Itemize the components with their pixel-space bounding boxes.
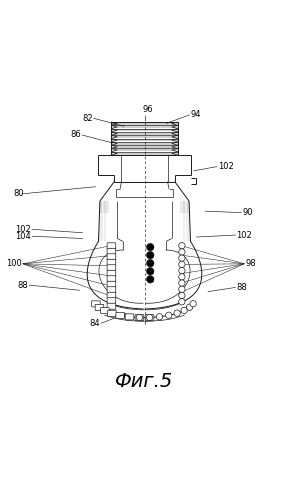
Circle shape (136, 314, 142, 320)
Text: 96: 96 (142, 105, 153, 114)
FancyBboxPatch shape (92, 301, 100, 307)
Circle shape (174, 310, 180, 316)
FancyBboxPatch shape (107, 260, 116, 266)
Circle shape (179, 261, 185, 268)
Circle shape (179, 255, 185, 262)
Circle shape (147, 260, 154, 267)
Text: 86: 86 (71, 130, 81, 140)
Circle shape (190, 300, 196, 307)
Circle shape (147, 252, 154, 259)
Text: 102: 102 (236, 230, 252, 239)
Text: 80: 80 (14, 190, 24, 198)
FancyBboxPatch shape (107, 243, 116, 249)
Text: 98: 98 (245, 260, 256, 268)
Circle shape (179, 249, 185, 255)
FancyBboxPatch shape (107, 303, 116, 309)
Circle shape (156, 314, 163, 320)
Circle shape (179, 298, 185, 305)
Text: 100: 100 (7, 260, 22, 268)
FancyBboxPatch shape (107, 254, 116, 260)
FancyBboxPatch shape (107, 292, 116, 298)
FancyBboxPatch shape (145, 314, 154, 320)
FancyBboxPatch shape (107, 265, 116, 271)
FancyBboxPatch shape (107, 276, 116, 282)
Circle shape (186, 304, 193, 310)
FancyBboxPatch shape (107, 298, 116, 304)
Circle shape (147, 244, 154, 251)
Text: Фиг.5: Фиг.5 (115, 372, 174, 391)
Text: 104: 104 (15, 232, 31, 240)
FancyBboxPatch shape (107, 248, 116, 254)
Text: 102: 102 (15, 225, 31, 234)
Circle shape (166, 312, 172, 318)
Text: 102: 102 (218, 162, 234, 171)
FancyBboxPatch shape (101, 308, 109, 314)
Circle shape (147, 276, 154, 283)
Circle shape (179, 280, 185, 286)
Text: 90: 90 (242, 208, 253, 217)
Circle shape (179, 242, 185, 249)
FancyBboxPatch shape (135, 314, 144, 320)
FancyBboxPatch shape (107, 281, 116, 287)
Text: 84: 84 (89, 319, 100, 328)
Text: 94: 94 (190, 110, 201, 120)
FancyBboxPatch shape (95, 304, 104, 310)
FancyBboxPatch shape (107, 270, 116, 276)
FancyBboxPatch shape (107, 286, 116, 293)
Text: 88: 88 (17, 280, 28, 289)
FancyBboxPatch shape (125, 314, 134, 320)
Circle shape (147, 314, 153, 320)
FancyBboxPatch shape (108, 310, 116, 316)
Circle shape (181, 308, 187, 314)
Text: 88: 88 (236, 283, 247, 292)
Circle shape (179, 268, 185, 274)
FancyBboxPatch shape (116, 312, 125, 318)
Text: 82: 82 (82, 114, 93, 123)
Circle shape (179, 286, 185, 292)
Circle shape (179, 292, 185, 298)
Circle shape (179, 274, 185, 280)
Circle shape (147, 268, 154, 275)
